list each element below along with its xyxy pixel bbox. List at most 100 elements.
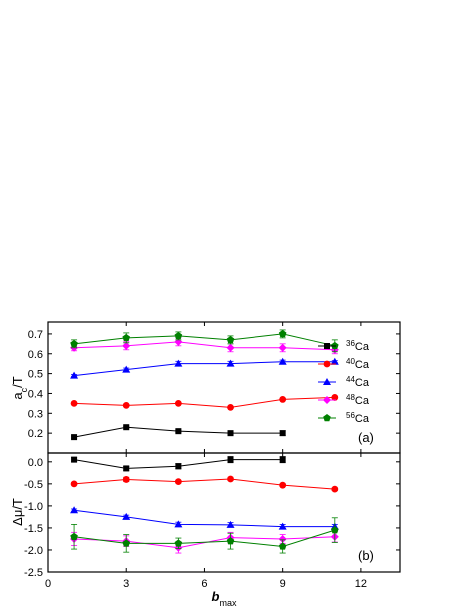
legend-element: Ca bbox=[355, 341, 370, 353]
panel-a-data-point bbox=[70, 339, 78, 348]
panel-b-series-4 bbox=[70, 517, 339, 554]
x-tick-label: 12 bbox=[355, 578, 367, 590]
panel-a-ylabel-sub: c bbox=[19, 387, 29, 392]
panel-a-data-point bbox=[278, 329, 287, 338]
panel-b-data-point bbox=[331, 526, 339, 534]
legend-entry: 44Ca bbox=[318, 375, 370, 390]
panel-a-data-point bbox=[227, 403, 234, 411]
x-tick-label: 6 bbox=[201, 578, 207, 590]
panel-b-frame bbox=[47, 452, 401, 573]
panel-b-data-point bbox=[278, 542, 287, 550]
panel-b-y-ticks: -2.5 -2.0 -1.5 -1.0 -0.5 0.0 bbox=[24, 457, 400, 579]
panel-b-y-tick-label: -2.0 bbox=[24, 545, 43, 557]
panel-a-series-0 bbox=[71, 424, 286, 441]
panel-a-series bbox=[70, 329, 339, 441]
legend-marker bbox=[324, 343, 330, 349]
panel-a-label: (a) bbox=[358, 430, 374, 445]
panel-a-data-point bbox=[122, 341, 131, 350]
legend-entry: 56Ca bbox=[318, 411, 370, 426]
panel-a-data-point bbox=[279, 396, 287, 403]
x-tick-label: 0 bbox=[45, 578, 51, 590]
panel-a-data-point bbox=[174, 359, 183, 367]
panel-b-series-line bbox=[74, 529, 335, 547]
panel-b-data-point bbox=[226, 537, 235, 545]
panel-b-series bbox=[70, 456, 339, 554]
panel-b-data-point bbox=[174, 478, 182, 486]
panel-b-data-point bbox=[174, 520, 183, 528]
legend-mass-number: 40 bbox=[346, 357, 355, 366]
panel-a-data-point bbox=[331, 394, 339, 401]
panel-b-data-point bbox=[227, 456, 234, 463]
panel-a-data-point bbox=[227, 430, 234, 437]
panel-b-data-point bbox=[70, 532, 78, 540]
panel-a-data-point bbox=[226, 335, 235, 344]
panel-b-data-point bbox=[71, 456, 78, 463]
panel-a: 0.20.30.40.50.60.7 ac/T (a) 36Ca40Ca44Ca… bbox=[10, 321, 401, 454]
panel-a-y-axis-title: ac/T bbox=[10, 376, 29, 399]
panel-a-data-point bbox=[278, 343, 287, 352]
panel-a-ylabel-rest: /T bbox=[10, 376, 25, 388]
panel-a-y-tick-label: 0.2 bbox=[28, 428, 43, 440]
panel-a-data-point bbox=[278, 357, 287, 365]
legend-label: 56Ca bbox=[346, 411, 370, 426]
panel-a-data-point bbox=[71, 434, 78, 441]
panel-b-data-point bbox=[123, 465, 130, 472]
panel-b-label: (b) bbox=[358, 548, 374, 563]
legend-entry: 36Ca bbox=[318, 339, 370, 354]
panel-b-y-tick-label: -0.5 bbox=[24, 479, 43, 491]
legend-label: 36Ca bbox=[346, 339, 370, 354]
panel-a-series-2 bbox=[70, 357, 339, 379]
legend-label: 44Ca bbox=[346, 375, 370, 390]
panel-b-x-ticks: 0 3 6 9 12 bbox=[45, 453, 367, 590]
xlabel-sub: max bbox=[219, 598, 237, 607]
panel-a-y-tick-label: 0.3 bbox=[28, 408, 43, 420]
legend-element: Ca bbox=[355, 377, 370, 389]
panel-b: -2.5 -2.0 -1.5 -1.0 -0.5 0.0 0 3 6 9 12 Δμ/T bmax… bbox=[10, 452, 401, 607]
panel-b-data-point bbox=[174, 539, 183, 547]
panel-a-data-point bbox=[279, 430, 286, 437]
legend-mass-number: 48 bbox=[346, 393, 355, 402]
panel-b-data-point bbox=[279, 481, 287, 489]
panel-b-data-point bbox=[122, 539, 131, 547]
legend-label: 48Ca bbox=[346, 393, 370, 408]
legend-marker bbox=[323, 396, 331, 404]
panel-b-y-tick-label: -2.5 bbox=[24, 567, 43, 579]
panel-a-data-point bbox=[331, 341, 339, 350]
panel-b-data-point bbox=[331, 485, 339, 493]
panel-a-series-line bbox=[74, 341, 335, 351]
panel-b-series-1 bbox=[70, 475, 339, 493]
panel-b-data-point bbox=[70, 506, 79, 514]
panel-a-data-point bbox=[174, 399, 182, 407]
panel-a-data-point bbox=[70, 371, 79, 379]
panel-a-y-ticks: 0.2 0.3 0.4 0.5 0.6 0.7 bbox=[28, 322, 400, 453]
legend-mass-number: 56 bbox=[346, 411, 355, 420]
panel-b-data-point bbox=[122, 476, 130, 483]
panel-a-data-point bbox=[330, 357, 339, 365]
panel-a-series-4 bbox=[70, 329, 339, 353]
panel-b-y-axis-title: Δμ/T bbox=[10, 498, 25, 526]
panel-b-y-tick-label: -1.5 bbox=[24, 523, 43, 535]
panel-a-data-point bbox=[122, 333, 131, 342]
panel-b-data-point bbox=[278, 534, 287, 543]
panel-b-series-line bbox=[74, 509, 335, 528]
legend-marker bbox=[323, 414, 331, 422]
panel-b-data-point bbox=[279, 456, 286, 463]
x-tick-label: 9 bbox=[280, 578, 286, 590]
panel-a-data-point bbox=[175, 428, 182, 435]
panel-a-data-point bbox=[70, 399, 78, 407]
legend-element: Ca bbox=[355, 413, 370, 425]
x-axis-title: bmax bbox=[212, 589, 237, 607]
panel-a-data-point bbox=[122, 365, 131, 373]
panel-a-data-point bbox=[123, 424, 130, 431]
legend-entry: 40Ca bbox=[318, 357, 370, 371]
panel-a-series-line bbox=[74, 333, 335, 347]
panel-b-data-point bbox=[175, 463, 182, 470]
panel-b-y-tick-label: -1.0 bbox=[24, 501, 43, 513]
legend-marker bbox=[323, 360, 331, 368]
panel-b-data-point bbox=[122, 512, 131, 520]
legend-mass-number: 44 bbox=[346, 375, 355, 384]
xlabel-main: b bbox=[212, 589, 220, 604]
panel-a-series-3 bbox=[70, 337, 339, 355]
